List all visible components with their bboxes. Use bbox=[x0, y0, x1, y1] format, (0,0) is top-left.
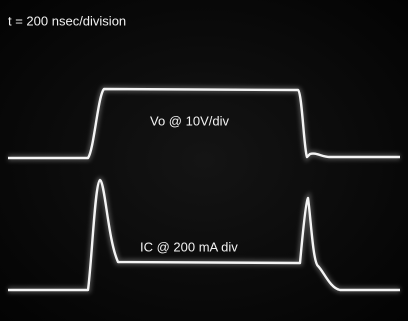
vo-trace bbox=[8, 85, 400, 163]
ic-label: IC @ 200 mA div bbox=[140, 239, 238, 254]
timebase-label: t = 200 nsec/division bbox=[8, 13, 126, 28]
ic-trace bbox=[8, 176, 400, 293]
vo-label: Vo @ 10V/div bbox=[150, 113, 229, 128]
